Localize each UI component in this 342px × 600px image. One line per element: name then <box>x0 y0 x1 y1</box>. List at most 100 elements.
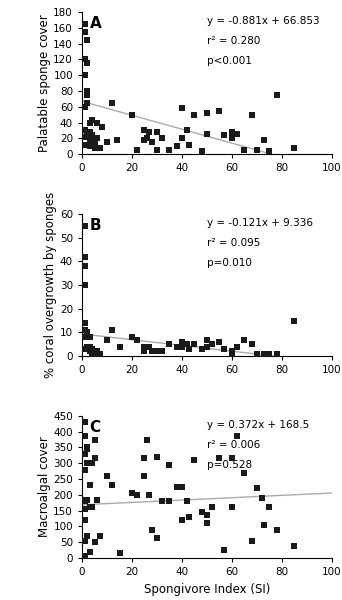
Point <box>89 115 95 125</box>
Point <box>82 252 87 262</box>
Point <box>82 465 87 475</box>
Point <box>94 495 100 505</box>
Point <box>204 130 210 139</box>
Point <box>144 134 150 143</box>
Point <box>142 125 147 135</box>
Point <box>184 125 190 135</box>
Point <box>249 110 254 119</box>
Point <box>104 137 110 147</box>
X-axis label: Spongivore Index (SI): Spongivore Index (SI) <box>144 583 270 596</box>
Point <box>82 132 87 142</box>
Point <box>87 132 92 142</box>
Point <box>249 536 254 545</box>
Text: y = -0.121x + 9.336: y = -0.121x + 9.336 <box>207 218 313 228</box>
Point <box>222 130 227 140</box>
Point <box>89 458 95 468</box>
Point <box>179 134 185 143</box>
Point <box>267 349 272 359</box>
Point <box>89 140 95 149</box>
Point <box>241 468 247 478</box>
Point <box>117 548 122 558</box>
Point <box>82 27 87 37</box>
Y-axis label: % coral overgrowth by sponges: % coral overgrowth by sponges <box>44 192 57 378</box>
Point <box>149 347 155 356</box>
Point <box>179 337 185 347</box>
Point <box>82 551 87 561</box>
Point <box>184 496 190 506</box>
Point <box>89 503 95 512</box>
Point <box>89 347 95 356</box>
Point <box>241 335 247 344</box>
Point <box>142 342 147 352</box>
Point <box>199 146 205 156</box>
Point <box>154 127 160 137</box>
Point <box>84 531 90 541</box>
Point <box>84 98 90 107</box>
Point <box>154 533 160 543</box>
Point <box>94 118 100 127</box>
Text: p=0.010: p=0.010 <box>207 258 252 268</box>
Point <box>241 145 247 155</box>
Point <box>174 142 180 151</box>
Point <box>84 35 90 44</box>
Text: r² = 0.280: r² = 0.280 <box>207 36 260 46</box>
Text: p<0.001: p<0.001 <box>207 56 252 66</box>
Point <box>87 118 92 127</box>
Point <box>82 318 87 328</box>
Point <box>179 342 185 352</box>
Text: y = -0.881x + 66.853: y = -0.881x + 66.853 <box>207 16 319 26</box>
Text: r² = 0.006: r² = 0.006 <box>207 440 260 450</box>
Point <box>84 86 90 96</box>
Point <box>262 349 267 359</box>
Point <box>167 460 172 470</box>
Point <box>82 536 87 545</box>
Point <box>84 443 90 452</box>
Point <box>192 340 197 349</box>
Point <box>92 142 97 151</box>
Point <box>149 137 155 147</box>
Point <box>204 109 210 118</box>
Point <box>174 482 180 492</box>
Point <box>267 146 272 156</box>
Point <box>109 481 115 490</box>
Point <box>109 98 115 107</box>
Point <box>84 130 90 139</box>
Point <box>234 130 240 139</box>
Point <box>82 55 87 64</box>
Point <box>274 525 279 535</box>
Point <box>82 102 87 112</box>
Point <box>167 496 172 506</box>
Point <box>104 335 110 344</box>
Point <box>174 342 180 352</box>
Point <box>192 110 197 119</box>
Point <box>217 454 222 463</box>
Point <box>159 134 165 143</box>
Point <box>82 504 87 514</box>
Point <box>84 444 90 454</box>
Text: p=0.528: p=0.528 <box>207 460 252 470</box>
Text: A: A <box>90 16 101 31</box>
Point <box>267 503 272 512</box>
Point <box>184 340 190 349</box>
Point <box>87 481 92 490</box>
Point <box>92 143 97 152</box>
Point <box>179 104 185 113</box>
Point <box>84 458 90 468</box>
Point <box>84 495 90 505</box>
Point <box>84 90 90 100</box>
Point <box>222 545 227 555</box>
Point <box>167 145 172 155</box>
Point <box>159 347 165 356</box>
Point <box>87 332 92 342</box>
Point <box>149 525 155 535</box>
Point <box>229 134 235 143</box>
Point <box>82 261 87 271</box>
Point <box>249 340 254 349</box>
Point <box>234 431 240 441</box>
Point <box>82 221 87 230</box>
Point <box>87 140 92 149</box>
Text: y = 0.372x + 168.5: y = 0.372x + 168.5 <box>207 420 309 430</box>
Point <box>84 332 90 342</box>
Point <box>92 454 97 463</box>
Point <box>84 342 90 352</box>
